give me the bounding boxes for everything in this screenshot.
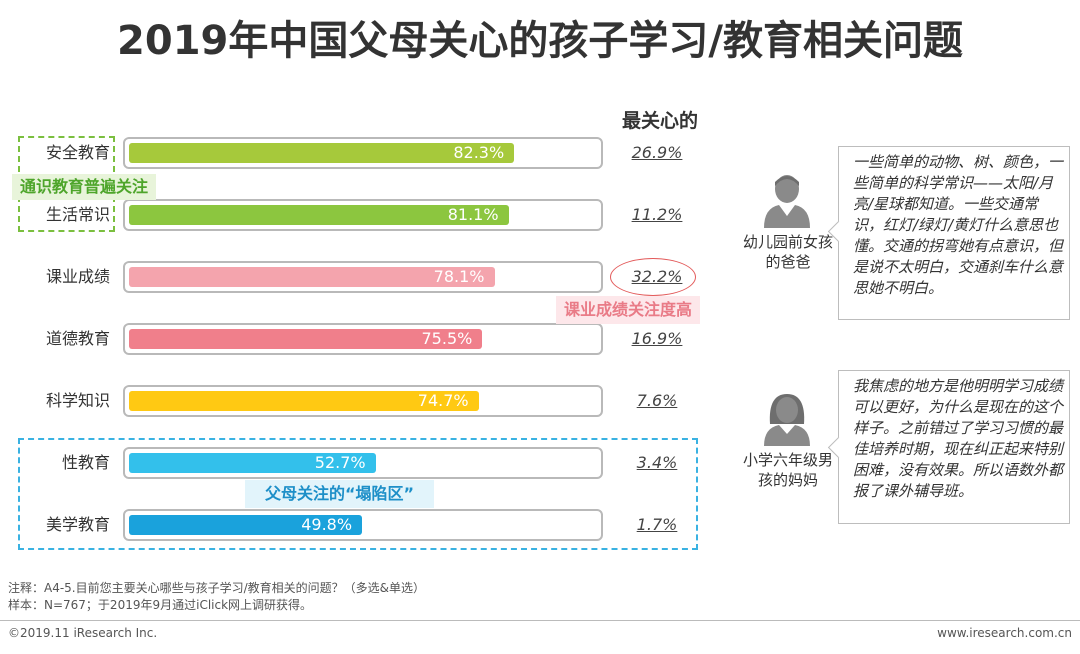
most-concerned-value: 26.9% bbox=[631, 143, 683, 162]
bar-value-label: 52.7% bbox=[314, 453, 366, 472]
bar-value-label: 82.3% bbox=[453, 143, 505, 162]
most-concerned-value: 3.4% bbox=[636, 453, 678, 472]
quote-box: 一些简单的动物、树、颜色，一些简单的科学常识——太阳/月亮/星球都知道。一些交通… bbox=[838, 146, 1070, 320]
quote-text: 我焦虑的地方是他明明学习成绩可以更好，为什么是现在的这个样子。之前错过了学习习惯… bbox=[853, 377, 1064, 500]
bar-value-label: 78.1% bbox=[433, 267, 485, 286]
category-label: 道德教育 bbox=[45, 329, 110, 348]
bar bbox=[129, 515, 363, 535]
footnote-question: 注释：A4-5.目前您主要关心哪些与孩子学习/教育相关的问题？（多选&单选） bbox=[8, 581, 426, 595]
bar bbox=[129, 453, 376, 473]
bar bbox=[129, 143, 515, 163]
most-concerned-value: 7.6% bbox=[636, 391, 678, 410]
category-label: 安全教育 bbox=[45, 143, 110, 162]
category-label: 科学知识 bbox=[45, 391, 110, 410]
category-label: 生活常识 bbox=[45, 205, 110, 224]
highlight-circle bbox=[610, 258, 696, 296]
weak-area-highlight bbox=[18, 438, 698, 550]
most-concerned-header: 最关心的 bbox=[621, 110, 698, 132]
most-concerned-value: 1.7% bbox=[636, 515, 678, 534]
bar-value-label: 75.5% bbox=[421, 329, 473, 348]
female-avatar-icon bbox=[760, 390, 814, 450]
most-concerned-value: 16.9% bbox=[631, 329, 683, 348]
bar-value-label: 81.1% bbox=[447, 205, 499, 224]
male-avatar-icon bbox=[760, 172, 814, 232]
category-label: 课业成绩 bbox=[45, 267, 110, 286]
weak-area-note: 父母关注的“塌陷区” bbox=[245, 480, 435, 508]
bar bbox=[129, 329, 483, 349]
bar bbox=[129, 205, 509, 225]
person-label: 小学六年级男孩的妈妈 bbox=[742, 451, 833, 489]
bar bbox=[129, 391, 479, 411]
bar-value-label: 74.7% bbox=[417, 391, 469, 410]
page-title: 2019年中国父母关心的孩子学习/教育相关问题 bbox=[117, 18, 963, 64]
general-education-note: 通识教育普遍关注 bbox=[12, 174, 157, 200]
most-concerned-value: 11.2% bbox=[631, 205, 683, 224]
quote-box: 我焦虑的地方是他明明学习成绩可以更好，为什么是现在的这个样子。之前错过了学习习惯… bbox=[838, 370, 1070, 524]
quote-text: 一些简单的动物、树、颜色，一些简单的科学常识——太阳/月亮/星球都知道。一些交通… bbox=[853, 153, 1064, 297]
footnote-sample: 样本：N=767；于2019年9月通过iClick网上调研获得。 bbox=[8, 598, 313, 612]
bar bbox=[129, 267, 495, 287]
category-label: 性教育 bbox=[61, 453, 110, 472]
most-concerned-value: 32.2% bbox=[631, 267, 683, 286]
person-label: 幼儿园前女孩的爸爸 bbox=[742, 233, 833, 271]
academic-focus-note: 课业成绩关注度高 bbox=[556, 296, 701, 324]
copyright: ©2019.11 iResearch Inc. bbox=[8, 626, 158, 640]
website: www.iresearch.com.cn bbox=[937, 626, 1072, 640]
footer-divider bbox=[0, 620, 1080, 621]
category-label: 美学教育 bbox=[45, 515, 110, 534]
bar-value-label: 49.8% bbox=[301, 515, 353, 534]
